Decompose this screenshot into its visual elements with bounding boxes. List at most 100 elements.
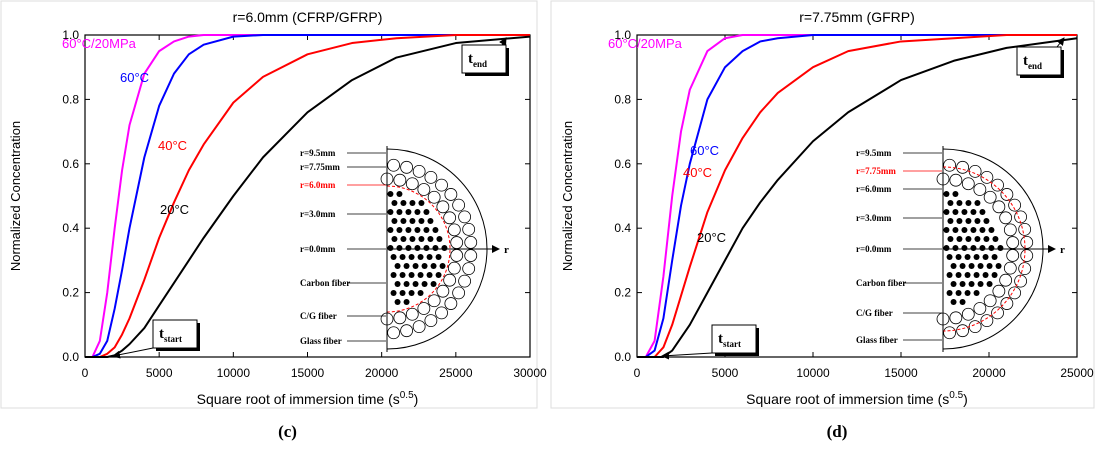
y-axis-label: Normalized Concentration (560, 121, 575, 271)
glass-fiber (462, 262, 476, 276)
glass-fiber (1018, 262, 1032, 276)
carbon-fiber (399, 290, 406, 296)
carbon-fiber (964, 290, 971, 296)
glass-fiber (452, 198, 466, 212)
annotation-sub: start (164, 334, 182, 344)
carbon-fiber (955, 254, 962, 260)
glass-fiber (1020, 236, 1034, 249)
carbon-fiber (396, 191, 403, 197)
series-label: 60°C/20MPa (62, 36, 137, 51)
carbon-fiber (432, 227, 439, 233)
carbon-fiber (950, 263, 957, 269)
carbon-fiber (943, 209, 950, 215)
carbon-fiber (387, 227, 394, 233)
carbon-fiber (432, 245, 439, 251)
glass-fiber (450, 249, 464, 262)
carbon-fiber (414, 227, 421, 233)
annotation-main: t (1023, 53, 1028, 69)
x-tick-label: 25000 (1060, 366, 1094, 380)
glass-fiber (435, 178, 448, 192)
carbon-fiber (964, 254, 971, 260)
glass-fiber (1006, 249, 1020, 262)
annotation-arrow (661, 351, 713, 360)
x-tick-label: 20000 (365, 366, 399, 380)
carbon-fiber (974, 218, 981, 224)
inset-r-label: r (1060, 244, 1065, 256)
glass-fiber (1000, 297, 1014, 310)
y-tick-label: 0.6 (62, 157, 79, 171)
glass-fiber (462, 222, 476, 236)
carbon-fiber (441, 245, 448, 251)
carbon-fiber (417, 272, 424, 278)
carbon-fiber (959, 263, 966, 269)
carbon-fiber (952, 209, 959, 215)
annotation-sub: end (473, 59, 487, 69)
glass-fiber (1003, 223, 1017, 237)
carbon-fiber (968, 263, 975, 269)
carbon-fiber (946, 272, 953, 278)
x-axis-label-end: ) (963, 391, 968, 407)
carbon-fiber (970, 245, 977, 251)
glass-fiber (1008, 286, 1022, 300)
glass-fiber (400, 160, 414, 174)
x-axis-label-text: Square root of immersion time (s (746, 391, 949, 407)
glass-fiber (949, 173, 963, 187)
carbon-fiber (973, 254, 980, 260)
inset-label: Carbon fiber (856, 278, 906, 288)
glass-fiber (387, 158, 400, 172)
chart-title: r=6.0mm (CFRP/GFRP) (233, 9, 383, 25)
glass-fiber (1018, 222, 1032, 236)
glass-fiber (980, 314, 994, 328)
glass-fiber (1000, 188, 1014, 201)
carbon-fiber (400, 236, 407, 242)
carbon-fiber (986, 263, 993, 269)
panel-label: (c) (278, 422, 297, 441)
data-line (85, 34, 530, 358)
carbon-fiber (991, 254, 998, 260)
inset-label: r=7.75mm (300, 162, 340, 172)
carbon-fiber (435, 254, 442, 260)
carbon-fiber (394, 299, 401, 305)
carbon-fiber (955, 290, 962, 296)
x-tick-label: 30000 (513, 366, 547, 380)
glass-fiber (435, 306, 448, 320)
carbon-fiber (973, 272, 980, 278)
annotation-arrow (1056, 37, 1065, 48)
glass-fiber (417, 183, 431, 196)
inset-label: r=7.75mm (856, 166, 896, 176)
carbon-fiber (409, 218, 416, 224)
annotation-box (152, 319, 198, 349)
panel-frame (550, 0, 1095, 409)
inset-label: r=9.5mm (856, 148, 892, 158)
carbon-fiber (390, 290, 397, 296)
carbon-fiber (409, 236, 416, 242)
carbon-fiber (396, 209, 403, 215)
inset-label: Glass fiber (856, 335, 898, 345)
y-tick-label: 0.4 (614, 221, 631, 235)
glass-fiber (412, 320, 426, 334)
carbon-fiber (961, 227, 968, 233)
carbon-fiber (418, 200, 425, 206)
carbon-fiber (400, 218, 407, 224)
carbon-fiber (952, 245, 959, 251)
x-tick-label: 0 (634, 366, 641, 380)
carbon-fiber (423, 227, 430, 233)
carbon-fiber (982, 272, 989, 278)
carbon-fiber (405, 227, 412, 233)
carbon-fiber (961, 245, 968, 251)
annotation-text: tend (468, 51, 487, 69)
panel-label: (d) (827, 422, 848, 441)
glass-fiber (393, 311, 407, 325)
carbon-fiber (988, 227, 995, 233)
carbon-fiber (991, 272, 998, 278)
annotation-arrow (499, 37, 507, 47)
glass-fiber (943, 326, 956, 340)
carbon-fiber (968, 281, 975, 287)
glass-fiber (956, 160, 970, 174)
carbon-fiber (426, 272, 433, 278)
carbon-fiber (955, 272, 962, 278)
y-tick-label: 0.0 (614, 350, 631, 364)
series-label: 60°C (120, 70, 149, 85)
annotation-box (461, 44, 507, 74)
inset-label: Glass fiber (300, 336, 342, 346)
